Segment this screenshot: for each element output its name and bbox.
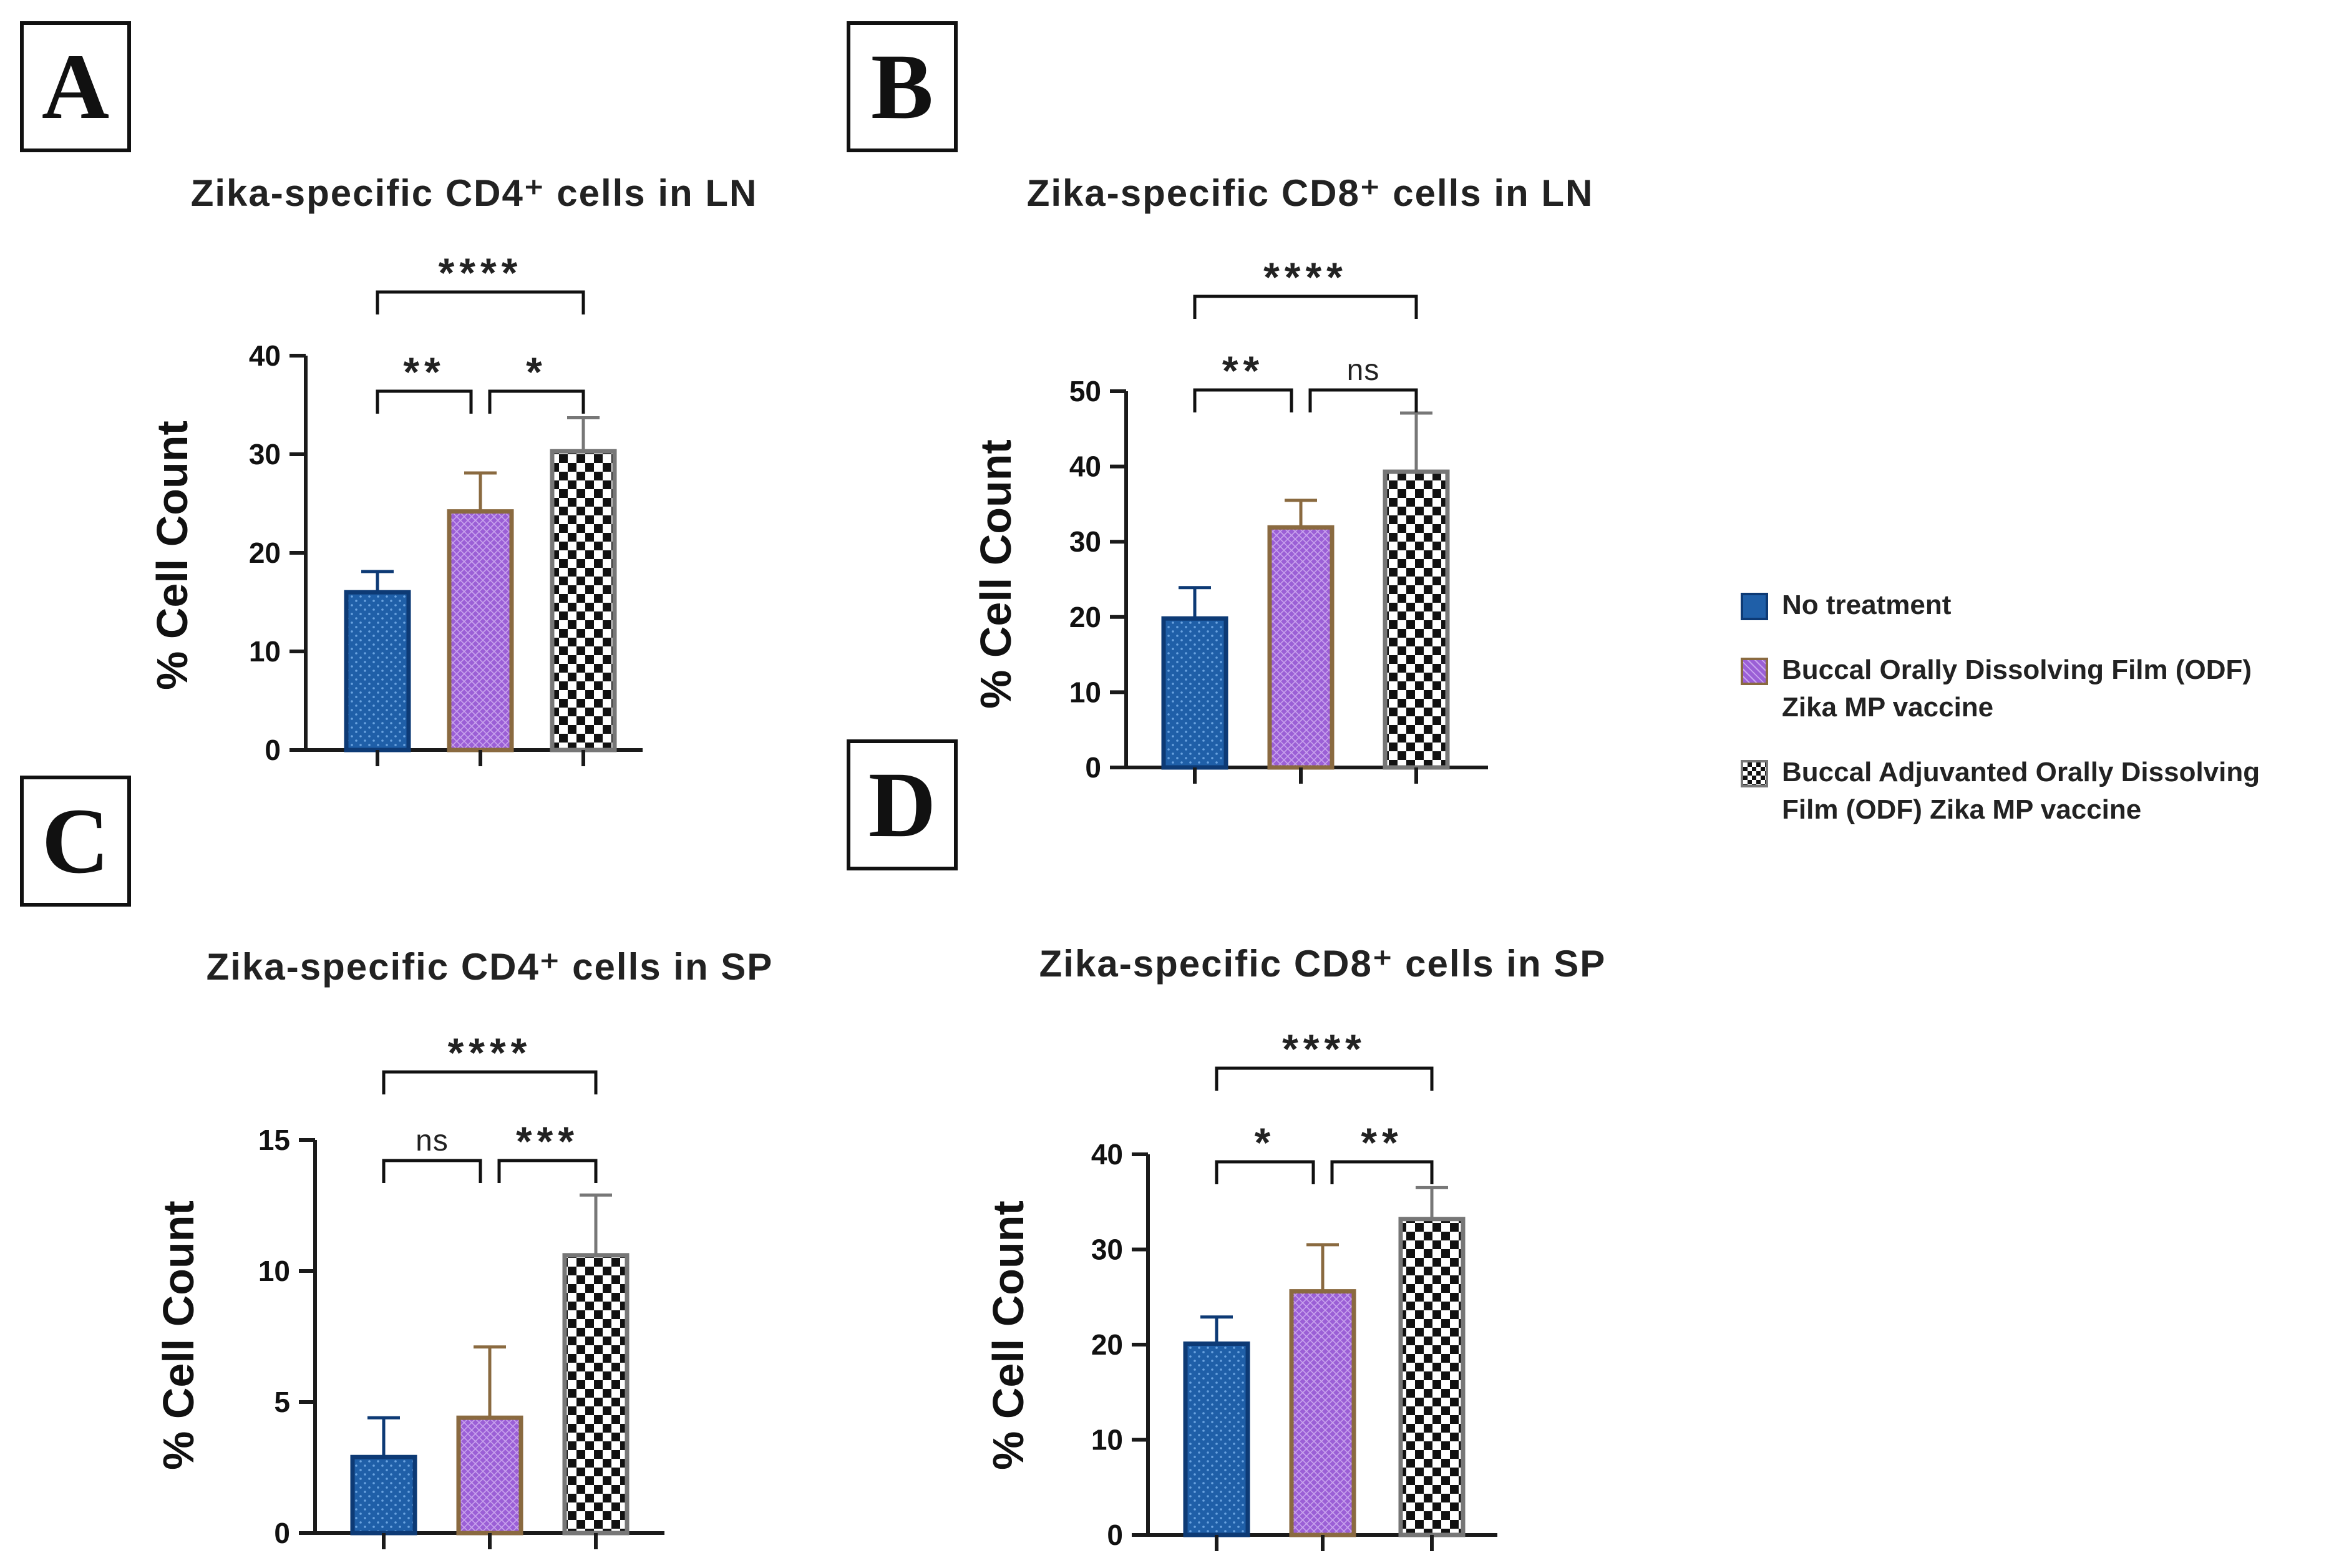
chart-title: Zika-specific CD4⁺ cells in LN (191, 172, 758, 214)
bar (1183, 1341, 1250, 1537)
y-tick-label: 40 (249, 339, 281, 372)
significance-label: **** (439, 250, 523, 296)
significance-label: ** (403, 349, 445, 395)
y-tick-label: 0 (274, 1517, 290, 1549)
significance-bracket (376, 389, 473, 414)
chart-a: Zika-specific CD4⁺ cells in LN % Cell Cou… (148, 172, 758, 766)
legend-swatch-blue (1741, 593, 1768, 620)
chart-title: Zika-specific CD4⁺ cells in SP (207, 946, 774, 988)
legend-label: Buccal Orally Dissolving Film (ODF) Zika… (1782, 655, 2252, 723)
y-tick-label: 20 (1091, 1328, 1123, 1361)
legend-item-no-treatment: No treatment (1741, 587, 2339, 624)
y-axis-label: % Cell Count (148, 421, 197, 690)
y-tick-label: 40 (1091, 1138, 1123, 1171)
bar (1161, 616, 1228, 770)
significance-label: ns (416, 1124, 449, 1157)
y-tick-label: 40 (1069, 450, 1101, 483)
significance-bracket (488, 389, 585, 414)
significance-bracket (1330, 1160, 1434, 1184)
significance-bracket (497, 1159, 598, 1183)
y-tick-label: 30 (1069, 525, 1101, 558)
legend-item-odf: Buccal Orally Dissolving Film (ODF) Zika… (1741, 651, 2339, 726)
y-tick-label: 15 (258, 1124, 290, 1156)
significance-label: ns (1347, 354, 1380, 387)
y-tick-label: 5 (274, 1386, 290, 1418)
y-tick-label: 0 (265, 734, 281, 766)
panel-label-a: A (20, 21, 131, 152)
bar (456, 1415, 523, 1536)
y-tick-label: 20 (249, 537, 281, 569)
bar (1383, 469, 1450, 770)
significance-bracket (1193, 388, 1293, 412)
y-tick-label: 10 (1069, 676, 1101, 708)
y-tick-label: 10 (1091, 1424, 1123, 1456)
chart-title: Zika-specific CD8⁺ cells in SP (1039, 943, 1607, 985)
chart-c: Zika-specific CD4⁺ cells in SP % Cell Cou… (154, 946, 774, 1549)
bar (447, 509, 514, 752)
bar (550, 449, 617, 752)
bar (344, 590, 411, 752)
legend: No treatment Buccal Orally Dissolving Fi… (1741, 587, 2339, 856)
panel-label-c: C (20, 776, 131, 907)
significance-bracket (376, 290, 585, 314)
bar (562, 1253, 630, 1536)
significance-label: ** (1222, 348, 1264, 394)
y-tick-label: 20 (1069, 601, 1101, 633)
significance-label: * (526, 349, 547, 395)
significance-label: * (1255, 1119, 1276, 1166)
chart-d: Zika-specific CD8⁺ cells in SP % Cell Cou… (984, 943, 1607, 1551)
y-tick-label: 10 (249, 635, 281, 668)
y-axis-label: % Cell Count (984, 1200, 1033, 1470)
significance-bracket (1215, 1160, 1315, 1184)
bar (1267, 525, 1335, 770)
y-tick-label: 0 (1107, 1519, 1123, 1551)
panel-label-b: B (847, 21, 958, 152)
panel-label-d: D (847, 739, 958, 870)
significance-bracket (382, 1159, 482, 1183)
y-tick-label: 50 (1069, 375, 1101, 407)
y-tick-label: 0 (1085, 751, 1101, 784)
y-tick-label: 30 (249, 438, 281, 470)
y-axis-label: % Cell Count (971, 439, 1020, 709)
y-axis-label: % Cell Count (154, 1200, 203, 1470)
legend-swatch-checker (1741, 760, 1768, 787)
legend-label: No treatment (1782, 590, 1952, 620)
chart-b: Zika-specific CD8⁺ cells in LN % Cell Cou… (971, 172, 1594, 784)
significance-bracket (1193, 295, 1418, 319)
bar (1398, 1217, 1466, 1537)
legend-label: Buccal Adjuvanted Orally Dissolving Film… (1782, 757, 2260, 825)
significance-bracket (1308, 388, 1418, 412)
significance-bracket (382, 1070, 598, 1094)
y-tick-label: 10 (258, 1255, 290, 1287)
significance-label: **** (448, 1030, 532, 1076)
significance-label: **** (1263, 254, 1348, 300)
significance-bracket (1215, 1066, 1434, 1091)
significance-label: **** (1282, 1026, 1366, 1072)
y-tick-label: 30 (1091, 1234, 1123, 1266)
significance-label: ** (1361, 1119, 1403, 1166)
legend-swatch-purple (1741, 658, 1768, 685)
bar (1289, 1289, 1356, 1537)
bar (350, 1454, 417, 1536)
chart-title: Zika-specific CD8⁺ cells in LN (1027, 172, 1594, 214)
legend-item-adjuvanted-odf: Buccal Adjuvanted Orally Dissolving Film… (1741, 754, 2339, 829)
significance-label: *** (516, 1118, 579, 1164)
